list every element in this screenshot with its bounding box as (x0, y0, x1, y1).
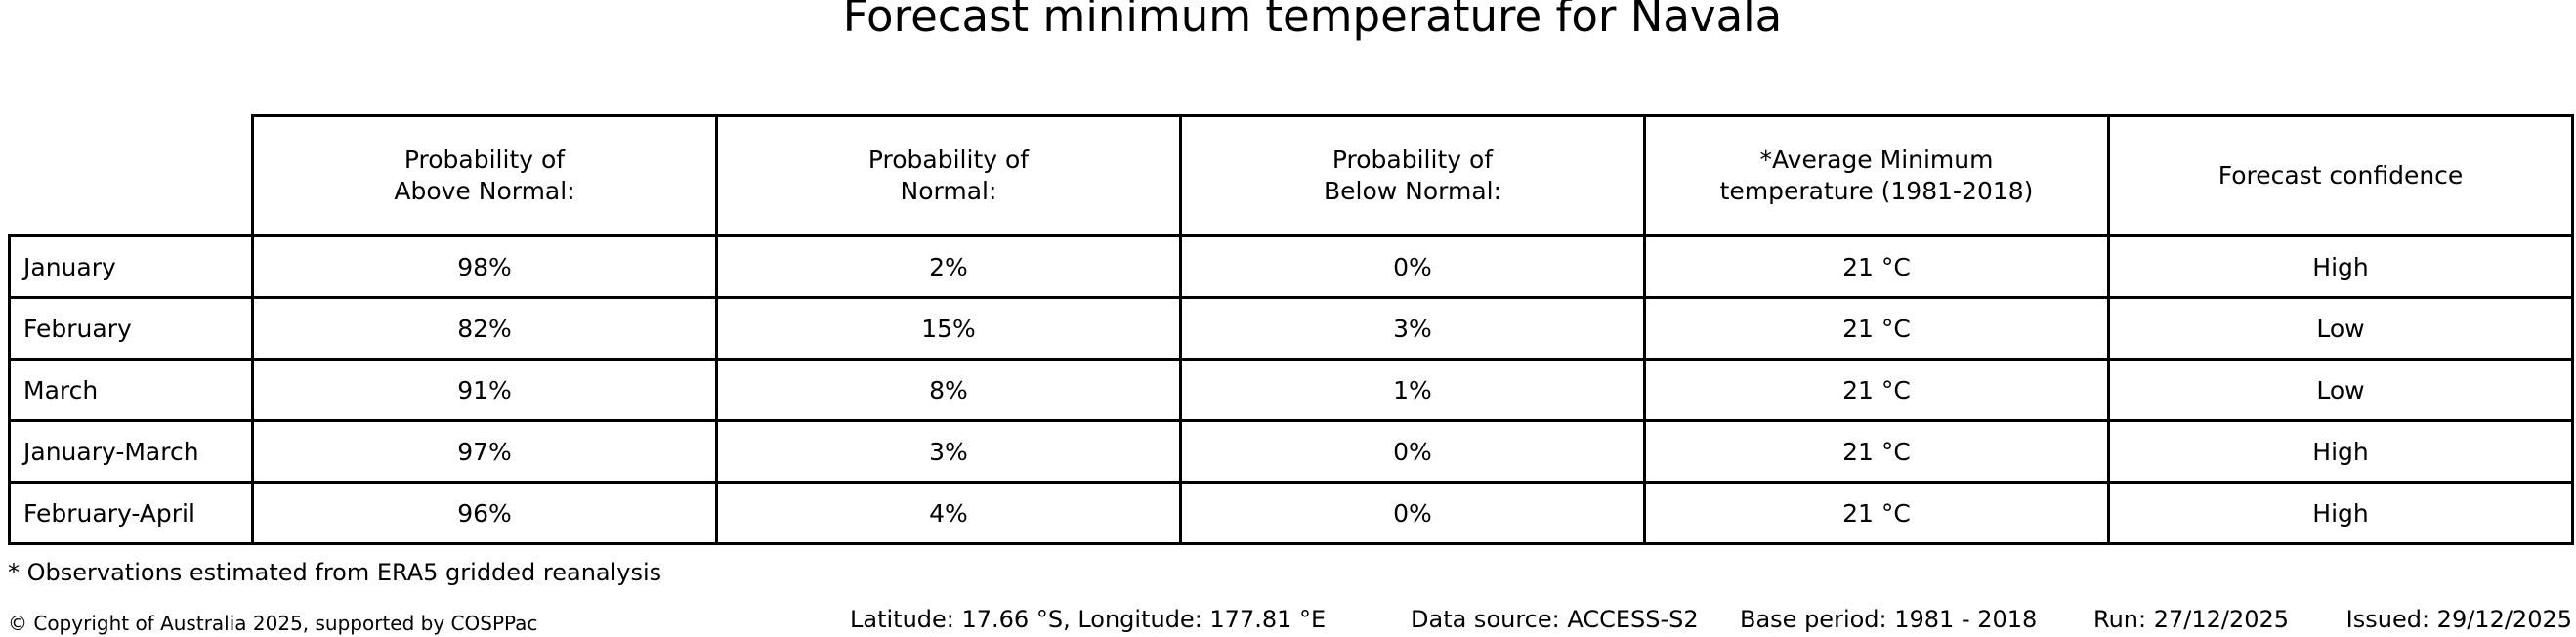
row-label: March (8, 358, 254, 422)
cell-normal: 4% (715, 481, 1182, 545)
cell-above-normal: 98% (251, 234, 718, 299)
forecast-table: Probability of Above Normal: Probability… (8, 114, 2574, 545)
copyright-text: © Copyright of Australia 2025, supported… (8, 612, 538, 635)
cell-below-normal: 3% (1179, 296, 1646, 361)
table-row: March 91% 8% 1% 21 °C Low (8, 358, 2574, 422)
cell-normal: 15% (715, 296, 1182, 361)
col-header-forecast-confidence: Forecast confidence (2107, 114, 2574, 237)
col-header-avg-min-temp: *Average Minimum temperature (1981-2018) (1643, 114, 2110, 237)
cell-avg-min-temp: 21 °C (1643, 234, 2110, 299)
cell-confidence: High (2107, 419, 2574, 484)
observations-footnote: * Observations estimated from ERA5 gridd… (8, 559, 662, 586)
table-row: January-March 97% 3% 0% 21 °C High (8, 419, 2574, 484)
cell-normal: 2% (715, 234, 1182, 299)
cell-avg-min-temp: 21 °C (1643, 358, 2110, 422)
cell-normal: 3% (715, 419, 1182, 484)
corner-blank-cell (10, 116, 253, 236)
cell-normal: 8% (715, 358, 1182, 422)
table-header-row: Probability of Above Normal: Probability… (10, 114, 2574, 237)
row-label: January (8, 234, 254, 299)
cell-below-normal: 1% (1179, 358, 1646, 422)
row-label: February-April (8, 481, 254, 545)
cell-confidence: Low (2107, 358, 2574, 422)
cell-avg-min-temp: 21 °C (1643, 419, 2110, 484)
cell-below-normal: 0% (1179, 481, 1646, 545)
cell-confidence: Low (2107, 296, 2574, 361)
cell-confidence: High (2107, 481, 2574, 545)
cell-below-normal: 0% (1179, 419, 1646, 484)
base-period-text: Base period: 1981 - 2018 (1740, 606, 2038, 633)
table-row: February 82% 15% 3% 21 °C Low (8, 296, 2574, 361)
col-header-normal: Probability of Normal: (715, 114, 1182, 237)
lat-long-text: Latitude: 17.66 °S, Longitude: 177.81 °E (850, 606, 1327, 633)
cell-above-normal: 97% (251, 419, 718, 484)
col-header-above-normal: Probability of Above Normal: (251, 114, 718, 237)
table-row: January 98% 2% 0% 21 °C High (8, 234, 2574, 299)
cell-avg-min-temp: 21 °C (1643, 481, 2110, 545)
row-label: February (8, 296, 254, 361)
row-label: January-March (8, 419, 254, 484)
issued-date-text: Issued: 29/12/2025 (2345, 606, 2572, 633)
page-title: Forecast minimum temperature for Navala (842, 0, 1783, 42)
cell-confidence: High (2107, 234, 2574, 299)
run-date-text: Run: 27/12/2025 (2093, 606, 2290, 633)
data-source-text: Data source: ACCESS-S2 (1411, 606, 1699, 633)
cell-avg-min-temp: 21 °C (1643, 296, 2110, 361)
cell-above-normal: 82% (251, 296, 718, 361)
cell-above-normal: 91% (251, 358, 718, 422)
cell-above-normal: 96% (251, 481, 718, 545)
table-row: February-April 96% 4% 0% 21 °C High (8, 481, 2574, 545)
col-header-below-normal: Probability of Below Normal: (1179, 114, 1646, 237)
cell-below-normal: 0% (1179, 234, 1646, 299)
